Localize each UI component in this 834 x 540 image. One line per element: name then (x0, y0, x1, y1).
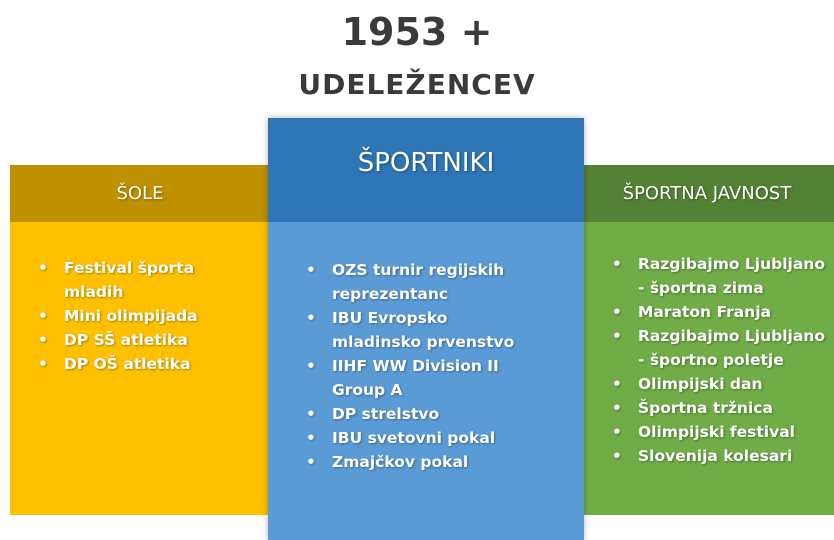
item-text: IIHF WW Division II (332, 357, 499, 375)
title: 1953 + (341, 10, 493, 54)
column-body: Razgibajmo Ljubljano - športna zima Marato… (580, 222, 834, 515)
list-item: Slovenija kolesari (610, 444, 825, 468)
list: Festival športa mladih Mini olimpijada DP S… (36, 256, 198, 376)
list-item: Zmajčkov pokal (304, 450, 514, 474)
list-item: Razgibajmo Ljubljano - športna zima (610, 252, 825, 300)
item-text: Olimpijski festival (638, 423, 795, 441)
list: OZS turnir regijskih reprezentanc IBU Evro… (304, 258, 514, 474)
column: ŠOLE Festival športa mladih Mini olimpijad… (10, 165, 270, 515)
subtitle: UDELEŽENCEV (298, 68, 536, 101)
column-body: OZS turnir regijskih reprezentanc IBU Evro… (268, 222, 584, 540)
list-item: IBU svetovni pokal (304, 426, 514, 450)
item-text: IBU Evropsko (332, 309, 448, 327)
list-item: Mini olimpijada (36, 304, 198, 328)
list-item: Športna tržnica (610, 396, 825, 420)
item-text: mladinsko prvenstvo (332, 333, 515, 351)
column-header: ŠOLE (10, 165, 270, 222)
list-item: DP SŠ atletika (36, 328, 198, 352)
list-item: Razgibajmo Ljubljano - športno poletje (610, 324, 825, 372)
column: ŠPORTNIKI OZS turnir regijskih reprezenta… (268, 118, 584, 540)
item-text: - športno poletje (638, 351, 784, 369)
column-header: ŠPORTNIKI (268, 118, 584, 222)
list-item: OZS turnir regijskih reprezentanc (304, 258, 514, 306)
item-text: Zmajčkov pokal (332, 453, 469, 471)
item-text: reprezentanc (332, 285, 449, 303)
column: ŠPORTNA JAVNOST Razgibajmo Ljubljano - šp… (580, 165, 834, 515)
item-text: - športna zima (638, 279, 764, 297)
item-text: DP strelstvo (332, 405, 440, 423)
item-text: IBU svetovni pokal (332, 429, 496, 447)
item-text: Olimpijski dan (638, 375, 763, 393)
item-text: mladih (64, 283, 124, 301)
list-item: IBU Evropsko mladinsko prvenstvo (304, 306, 514, 354)
item-text: DP SŠ atletika (64, 331, 188, 349)
item-text: Maraton Franja (638, 303, 771, 321)
list-item: Olimpijski festival (610, 420, 825, 444)
item-text: Festival športa (64, 259, 195, 277)
list-item: IIHF WW Division II Group A (304, 354, 514, 402)
item-text: OZS turnir regijskih (332, 261, 505, 279)
list-item: Maraton Franja (610, 300, 825, 324)
item-text: DP OŠ atletika (64, 355, 191, 373)
item-text: Razgibajmo Ljubljano (638, 255, 825, 273)
item-text: Razgibajmo Ljubljano (638, 327, 825, 345)
list-item: Olimpijski dan (610, 372, 825, 396)
item-text: Group A (332, 381, 403, 399)
list-item: DP OŠ atletika (36, 352, 198, 376)
item-text: Slovenija kolesari (638, 447, 793, 465)
item-text: Mini olimpijada (64, 307, 198, 325)
column-header: ŠPORTNA JAVNOST (580, 165, 834, 222)
list-item: Festival športa mladih (36, 256, 198, 304)
list-item: DP strelstvo (304, 402, 514, 426)
item-text: Športna tržnica (638, 399, 773, 417)
column-body: Festival športa mladih Mini olimpijada DP S… (10, 222, 270, 515)
list: Razgibajmo Ljubljano - športna zima Marato… (610, 252, 825, 468)
